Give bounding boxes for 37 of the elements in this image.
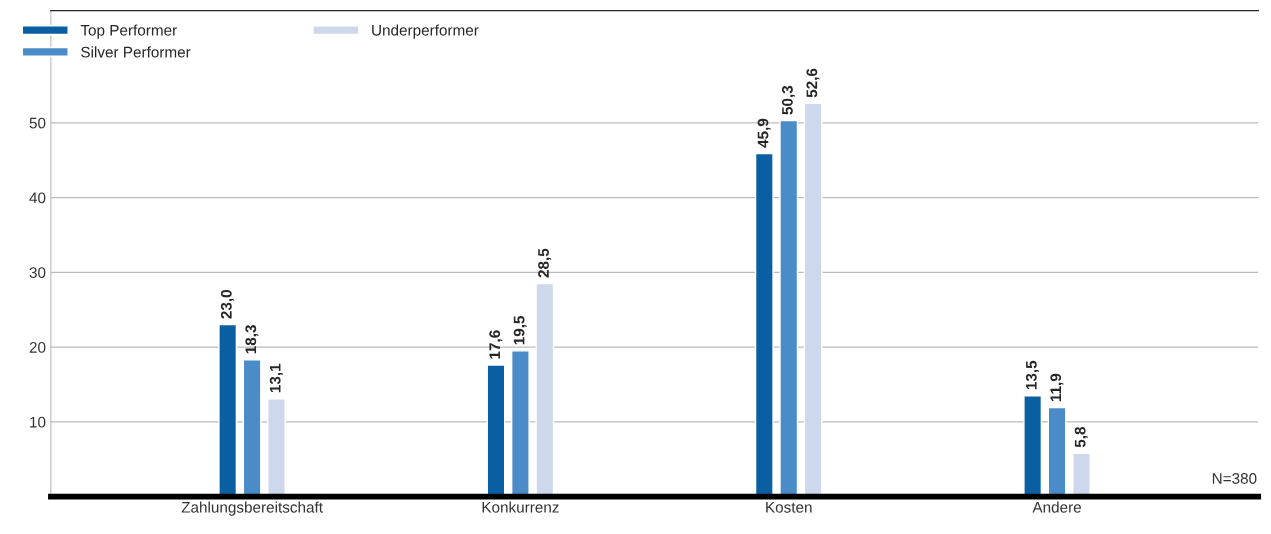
data-label: 5,8: [1074, 426, 1088, 448]
annotation: N=380: [1212, 473, 1257, 484]
bar: [535, 282, 555, 497]
y-tick-label: 50: [29, 117, 46, 129]
legend-label: Silver Performer: [81, 46, 191, 58]
data-label: 28,5: [538, 248, 552, 278]
bar: [754, 152, 774, 497]
bar: [218, 323, 238, 497]
legend-label: Underperformer: [372, 24, 479, 39]
data-label: 50,3: [782, 85, 796, 115]
data-label: 45,9: [757, 118, 771, 148]
bar: [1072, 452, 1091, 497]
bar: [1023, 394, 1043, 497]
x-tick-label: Zahlungsbereitschaft: [181, 501, 323, 516]
data-label: 13,1: [269, 363, 283, 393]
data-label: 18,3: [245, 325, 259, 354]
bar: [242, 359, 262, 497]
y-tick-label: 20: [29, 341, 46, 353]
x-tick-label: Konkurrenz: [482, 501, 559, 513]
bar: [486, 364, 506, 497]
x-tick-label: Andere: [1032, 501, 1081, 513]
bar: [510, 350, 530, 497]
data-label: 23,0: [220, 290, 234, 319]
y-tick-label: 40: [29, 192, 46, 204]
bar: [267, 397, 286, 497]
bar: [1047, 406, 1067, 497]
data-label: 52,6: [806, 68, 820, 98]
bar: [779, 119, 799, 497]
data-label: 13,5: [1025, 360, 1039, 390]
legend-label: Top Performer: [80, 24, 177, 39]
data-label: 19,5: [513, 315, 527, 345]
data-label: 17,6: [489, 330, 503, 359]
bar: [803, 102, 823, 497]
y-tick-label: 10: [30, 416, 46, 428]
x-tick-label: Kosten: [766, 502, 812, 513]
y-tick-label: 30: [29, 267, 46, 279]
data-label: 11,9: [1050, 373, 1064, 402]
